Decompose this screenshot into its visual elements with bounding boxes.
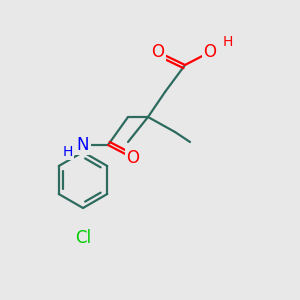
Text: H: H [63,145,73,159]
Text: O: O [152,43,164,61]
Text: Cl: Cl [75,229,91,247]
Text: N: N [77,136,89,154]
Text: O: O [203,43,217,61]
Text: H: H [223,35,233,49]
Text: O: O [127,149,140,167]
